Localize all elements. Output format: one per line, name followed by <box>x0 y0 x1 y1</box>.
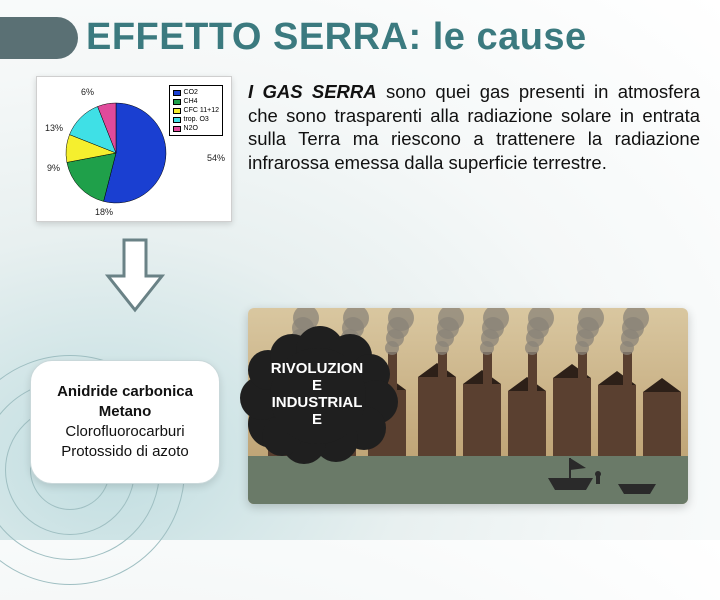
chart-legend: CO2CH4CFC 11+12trop. O3N2O <box>169 85 223 136</box>
body-lead: I GAS SERRA <box>248 81 377 102</box>
page-title: EFFETTO SERRA: le cause <box>86 16 587 59</box>
legend-item: CO2 <box>173 88 219 97</box>
pct-label: 54% <box>207 153 225 163</box>
pct-label: 18% <box>95 207 113 217</box>
title-banner: EFFETTO SERRA: le cause <box>0 16 587 59</box>
body-paragraph: I GAS SERRA sono quei gas presenti in at… <box>248 80 700 175</box>
pie-chart-svg <box>61 91 171 211</box>
gas-list-item: Protossido di azoto <box>57 442 193 462</box>
pct-label: 9% <box>47 163 60 173</box>
legend-item: CFC 11+12 <box>173 106 219 115</box>
legend-item: N2O <box>173 124 219 133</box>
banner-shape <box>0 17 78 59</box>
gas-list-item: Clorofluorocarburi <box>57 422 193 442</box>
gas-list-item: Metano <box>57 402 193 422</box>
cloud-label: RIVOLUZIONEINDUSTRIALE <box>262 360 372 429</box>
arrow-down-icon <box>104 236 166 319</box>
legend-item: CH4 <box>173 97 219 106</box>
gas-list-item: Anidride carbonica <box>57 382 193 402</box>
gas-list-bubble: Anidride carbonicaMetanoClorofluorocarbu… <box>30 360 220 484</box>
pie-chart: CO2CH4CFC 11+12trop. O3N2O 54% 18% 9% 13% 6% <box>36 76 232 222</box>
industrial-revolution-badge: RIVOLUZIONEINDUSTRIALE <box>234 324 400 464</box>
pct-label: 13% <box>45 123 63 133</box>
pct-label: 6% <box>81 87 94 97</box>
legend-item: trop. O3 <box>173 115 219 124</box>
